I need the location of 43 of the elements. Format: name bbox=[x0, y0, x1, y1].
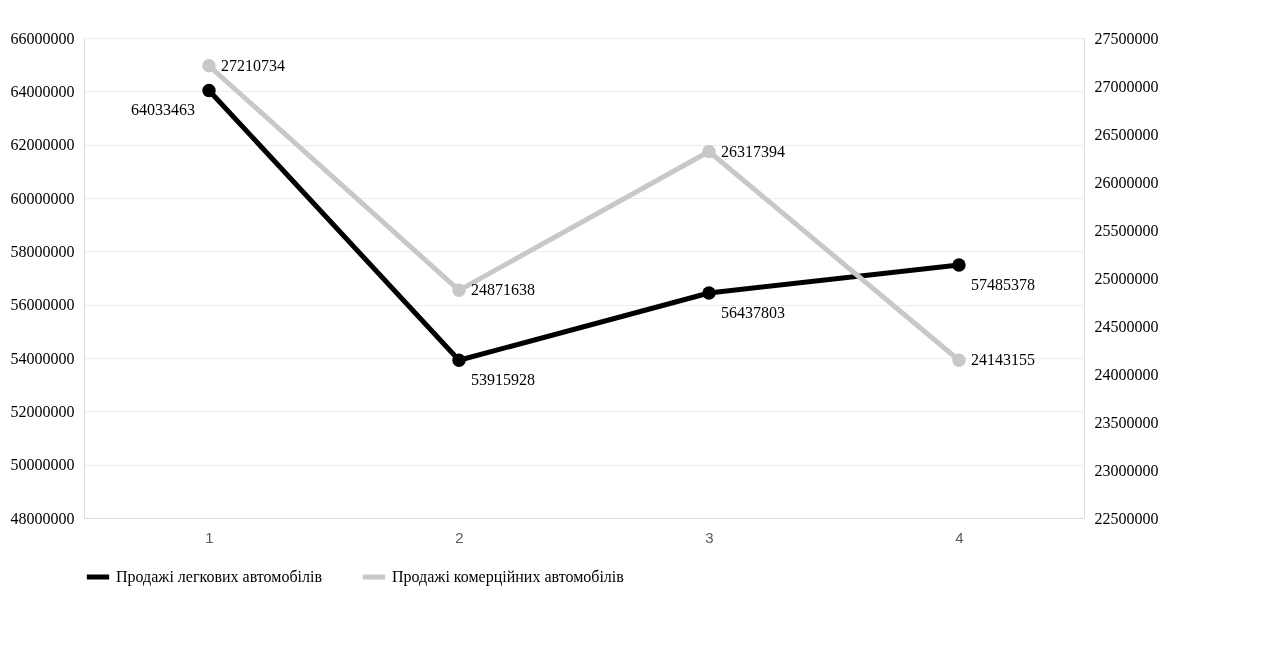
data-label: 64033463 bbox=[131, 101, 195, 119]
data-label: 56437803 bbox=[721, 303, 785, 321]
y-tick-label: 50000000 bbox=[10, 456, 75, 474]
legend-label: Продажі легкових автомобілів bbox=[116, 568, 323, 586]
y-tick-label: 64000000 bbox=[10, 82, 75, 100]
data-label: 24871638 bbox=[471, 281, 535, 299]
point bbox=[952, 353, 966, 367]
y2-tick-label: 22500000 bbox=[1094, 509, 1159, 527]
y-tick-label: 62000000 bbox=[10, 136, 75, 154]
point bbox=[202, 59, 216, 73]
point bbox=[452, 283, 466, 298]
y-tick-label: 60000000 bbox=[10, 189, 75, 207]
y2-tick-label: 24000000 bbox=[1094, 365, 1159, 383]
y-tick-label: 56000000 bbox=[10, 296, 75, 314]
data-label: 24143155 bbox=[971, 351, 1035, 369]
x-tick-label: 4 bbox=[955, 528, 964, 546]
y-tick-label: 52000000 bbox=[10, 402, 75, 420]
y2-tick-label: 23000000 bbox=[1094, 461, 1159, 479]
data-label: 26317394 bbox=[721, 142, 785, 160]
y-tick-label: 58000000 bbox=[10, 242, 75, 260]
legend-label: Продажі комерційних автомобілів bbox=[392, 568, 625, 586]
x-tick-label: 3 bbox=[705, 528, 714, 546]
data-label: 27210734 bbox=[221, 56, 285, 74]
point bbox=[202, 83, 216, 98]
y2-tick-label: 25500000 bbox=[1094, 221, 1159, 239]
y-tick-label: 48000000 bbox=[10, 509, 75, 527]
y2-tick-label: 27500000 bbox=[1094, 29, 1159, 47]
point bbox=[952, 258, 966, 272]
y2-tick-label: 26500000 bbox=[1094, 125, 1159, 143]
y2-tick-label: 26000000 bbox=[1094, 173, 1159, 191]
point bbox=[702, 144, 716, 159]
x-tick-label: 1 bbox=[205, 528, 214, 546]
y2-tick-label: 25000000 bbox=[1094, 269, 1159, 287]
y-tick-label: 66000000 bbox=[10, 29, 75, 47]
point bbox=[702, 286, 716, 300]
data-label: 57485378 bbox=[971, 276, 1035, 294]
y-tick-label: 54000000 bbox=[10, 349, 75, 367]
x-tick-label: 2 bbox=[455, 528, 464, 546]
y2-tick-label: 27000000 bbox=[1094, 77, 1159, 95]
y2-tick-label: 23500000 bbox=[1094, 413, 1159, 431]
point bbox=[452, 353, 466, 367]
y2-tick-label: 24500000 bbox=[1094, 317, 1159, 335]
data-label: 53915928 bbox=[471, 371, 535, 389]
